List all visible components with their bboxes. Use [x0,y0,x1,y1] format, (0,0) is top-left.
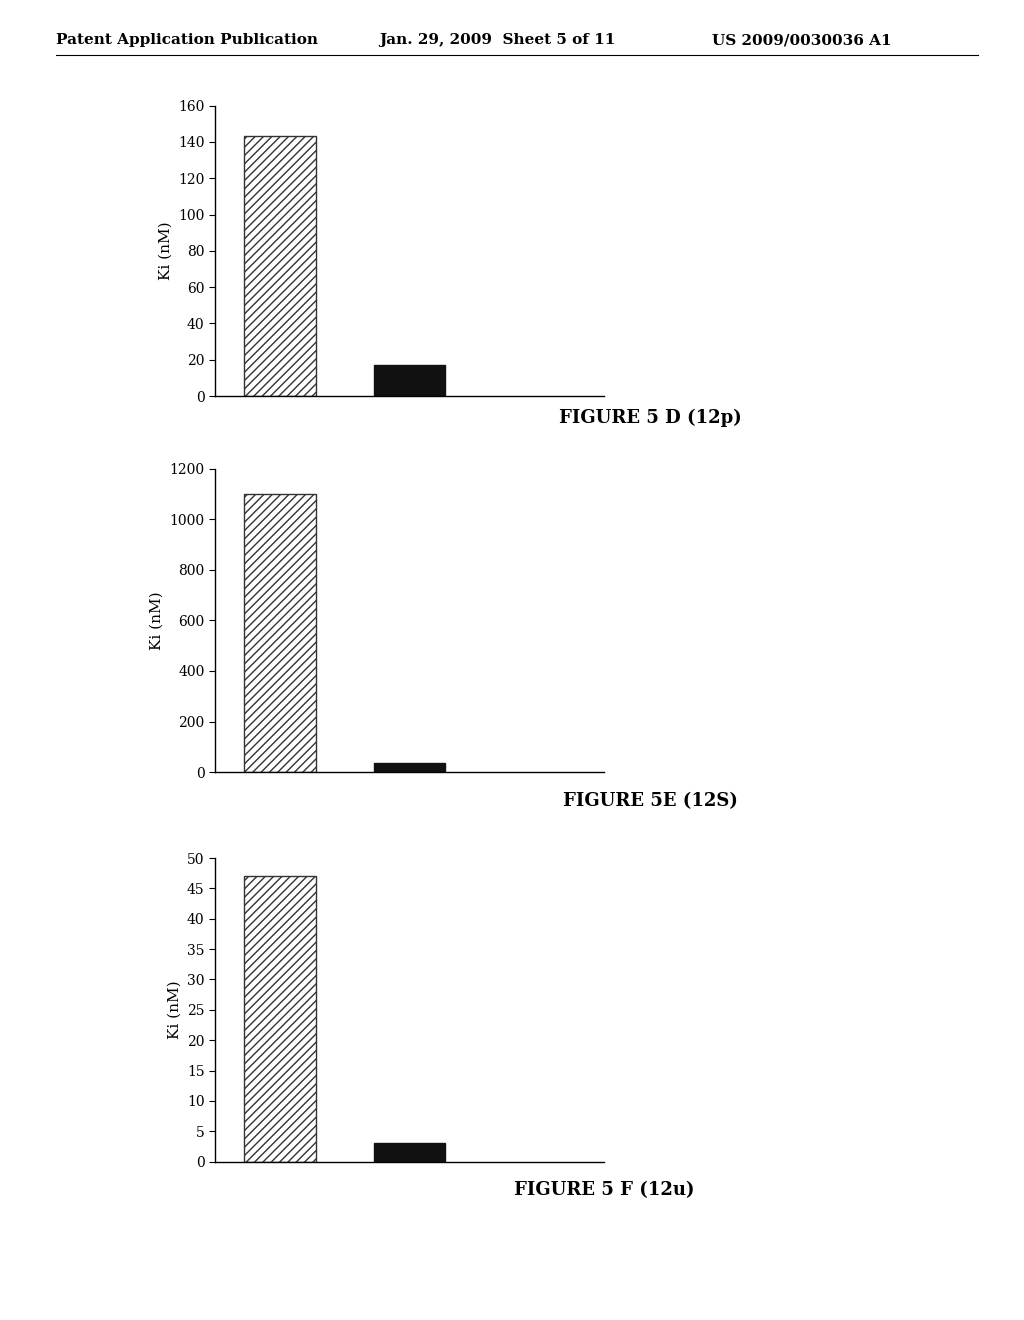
Y-axis label: Ki (nM): Ki (nM) [168,981,181,1039]
Bar [244,494,315,772]
Text: FIGURE 5 F (12u): FIGURE 5 F (12u) [514,1181,694,1200]
Bar [244,876,315,1162]
Text: FIGURE 5E (12S): FIGURE 5E (12S) [563,792,737,810]
Text: Jan. 29, 2009  Sheet 5 of 11: Jan. 29, 2009 Sheet 5 of 11 [379,33,615,48]
Text: FIGURE 5 D (12p): FIGURE 5 D (12p) [559,409,741,428]
Text: US 2009/0030036 A1: US 2009/0030036 A1 [712,33,891,48]
Y-axis label: Ki (nM): Ki (nM) [150,591,164,649]
Bar [244,136,315,396]
Bar [374,763,445,772]
Bar [374,366,445,396]
Y-axis label: Ki (nM): Ki (nM) [159,222,173,280]
Text: Patent Application Publication: Patent Application Publication [56,33,318,48]
Bar [374,1143,445,1162]
